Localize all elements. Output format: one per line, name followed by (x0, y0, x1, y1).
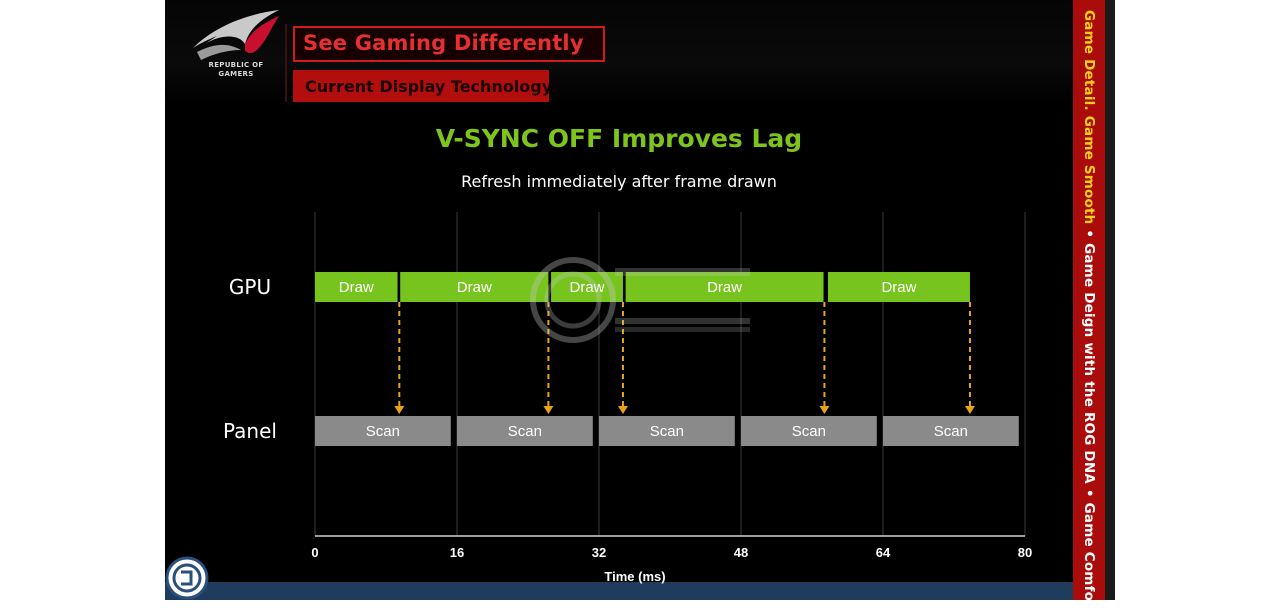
watermark-bar-2 (615, 318, 750, 324)
panel-bar-0 (315, 416, 451, 446)
side-strip-part-2: Game Deign with the ROG DNA (1081, 243, 1097, 484)
side-strip-sep-2: • (1081, 483, 1097, 503)
panel-bar-4 (883, 416, 1019, 446)
panel-bar-1 (457, 416, 593, 446)
panel-bar-label-0: Scan (366, 423, 400, 440)
gpu-bar-2 (551, 272, 623, 302)
x-tick-label-2: 32 (592, 545, 606, 560)
x-tick-label-1: 16 (450, 545, 464, 560)
subtagline: Current Display Technology. (305, 77, 557, 96)
gpu-bar-label-2: Draw (570, 279, 605, 296)
side-strip-edge (1105, 0, 1115, 600)
panel-bar-label-1: Scan (508, 423, 542, 440)
bottom-bar (165, 582, 1073, 600)
sync-arrow-head-2 (617, 406, 628, 414)
row-label-panel: Panel (223, 419, 277, 443)
chart-title: V-SYNC OFF Improves Lag (435, 124, 803, 153)
gpu-bar-4 (827, 272, 970, 302)
gpu-bar-label-4: Draw (881, 279, 916, 296)
chart-subtitle: Refresh immediately after frame drawn (461, 172, 777, 191)
watermark-bar-1 (615, 268, 750, 276)
x-tick-label-5: 80 (1018, 545, 1032, 560)
watermark-badge-icon (165, 556, 209, 600)
panel-bar-3 (741, 416, 877, 446)
rog-eye-logo-icon (193, 10, 279, 60)
sync-arrow-head-0 (394, 406, 405, 414)
side-strip-part-1: Game Detail. Game Smooth (1081, 10, 1097, 225)
timing-chart: 0 16 32 48 64 80 Time (ms) GPU Draw Draw Draw Draw D… (223, 212, 1032, 584)
row-label-gpu: GPU (229, 275, 271, 299)
header-divider (285, 24, 287, 102)
x-tick-label-4: 64 (876, 545, 891, 560)
subtagline-box (293, 70, 549, 102)
gpu-bar-label-3: Draw (707, 279, 742, 296)
side-strip-part-3: Game Comfort (1081, 502, 1097, 615)
watermark-ring-outer (530, 257, 616, 343)
sync-arrow-head-4 (964, 406, 975, 414)
gpu-bar-label-1: Draw (457, 279, 492, 296)
panel-bar-label-2: Scan (650, 423, 684, 440)
x-axis-label: Time (ms) (604, 569, 665, 584)
side-strip-sep-1: • (1081, 224, 1097, 244)
gpu-bar-label-0: Draw (339, 279, 374, 296)
panel-bar-label-3: Scan (792, 423, 826, 440)
gpu-bar-3 (625, 272, 824, 302)
x-tick-label-3: 48 (734, 545, 748, 560)
x-tick-label-0: 0 (311, 545, 318, 560)
panel-bar-2 (599, 416, 735, 446)
tagline: See Gaming Differently (303, 31, 584, 55)
watermark-bar-3 (615, 327, 750, 332)
sync-arrow-head-3 (819, 406, 830, 414)
gpu-bar-0 (315, 272, 398, 302)
side-strip-text: Game Detail. Game Smooth • Game Deign wi… (1081, 10, 1097, 615)
watermark-ring-inner (544, 271, 602, 329)
sync-arrow-head-1 (543, 406, 554, 414)
side-strip (1073, 0, 1105, 600)
logo-text: REPUBLIC OF GAMERS (208, 61, 264, 78)
gpu-bar-1 (400, 272, 549, 302)
panel-bar-label-4: Scan (934, 423, 968, 440)
tagline-box (293, 26, 605, 62)
screenshot-stage: REPUBLIC OF GAMERS See Gaming Differentl… (165, 0, 1115, 600)
